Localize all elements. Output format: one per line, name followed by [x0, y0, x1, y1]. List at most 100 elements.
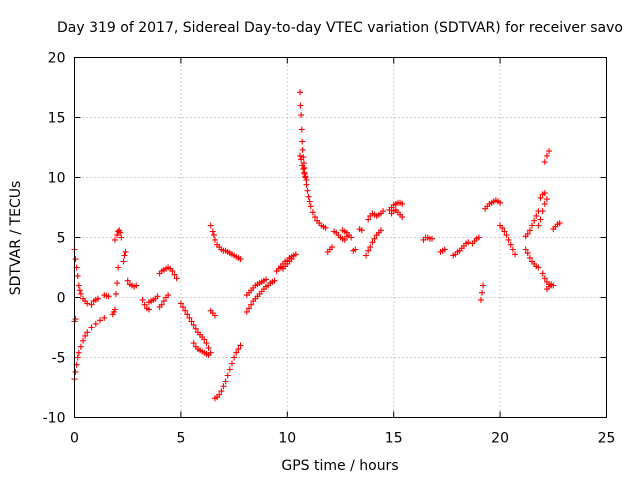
data-point-marker	[228, 360, 235, 367]
data-point-marker	[84, 329, 91, 336]
data-point-marker	[188, 318, 195, 325]
data-point-marker	[322, 224, 329, 231]
data-segment-19	[243, 277, 278, 315]
data-point-marker	[541, 275, 548, 282]
data-point-marker	[311, 214, 318, 221]
data-segment-25	[324, 244, 335, 255]
data-point-marker	[118, 234, 125, 241]
data-point-marker	[300, 166, 307, 173]
data-point-marker	[226, 366, 233, 373]
data-segment-37	[469, 234, 482, 247]
data-point-marker	[237, 342, 244, 349]
data-point-marker	[105, 293, 112, 300]
data-segment-42	[522, 246, 542, 271]
data-point-marker	[115, 264, 122, 271]
data-point-marker	[297, 102, 304, 109]
data-point-marker	[218, 388, 225, 395]
data-point-marker	[348, 234, 355, 241]
data-point-marker	[541, 190, 548, 197]
data-point-marker	[182, 307, 189, 314]
data-point-marker	[80, 337, 87, 344]
data-point-marker	[169, 268, 176, 275]
data-point-marker	[111, 306, 118, 313]
data-point-marker	[74, 354, 81, 361]
data-point-marker	[298, 126, 305, 133]
data-point-marker	[160, 298, 167, 305]
data-point-marker	[72, 256, 79, 263]
data-point-marker	[75, 282, 82, 289]
data-point-marker	[117, 229, 124, 236]
data-point-marker	[509, 246, 516, 253]
data-segment-18	[211, 342, 244, 402]
data-point-marker	[216, 391, 223, 398]
data-point-marker	[301, 169, 308, 176]
data-point-marker	[298, 156, 305, 163]
data-point-marker	[207, 222, 214, 229]
chart-title: Day 319 of 2017, Sidereal Day-to-day VTE…	[57, 20, 623, 36]
data-point-marker	[171, 271, 178, 278]
data-point-marker	[309, 209, 316, 216]
data-point-marker	[112, 290, 119, 297]
data-point-marker	[539, 208, 546, 215]
data-segment-8	[120, 248, 129, 265]
data-point-marker	[94, 295, 101, 302]
data-segment-40	[497, 222, 518, 258]
data-point-marker	[209, 228, 216, 235]
data-point-marker	[111, 236, 118, 243]
data-point-marker	[526, 227, 533, 234]
data-point-marker	[288, 256, 295, 263]
data-point-marker	[245, 305, 252, 312]
data-point-marker	[477, 296, 484, 303]
data-segment-30	[363, 227, 384, 259]
data-point-marker	[541, 158, 548, 165]
data-segment-27	[339, 227, 355, 241]
data-point-marker	[479, 289, 486, 296]
data-point-marker	[480, 282, 487, 289]
data-point-marker	[165, 292, 172, 299]
data-point-marker	[305, 193, 312, 200]
data-point-marker	[529, 222, 536, 229]
data-segment-20	[243, 276, 270, 299]
data-point-marker	[371, 235, 378, 242]
data-point-marker	[82, 332, 89, 339]
data-point-marker	[399, 200, 406, 207]
data-point-marker	[341, 236, 348, 243]
data-point-marker	[465, 239, 472, 246]
data-point-marker	[233, 349, 240, 356]
data-point-marker	[224, 372, 231, 379]
data-point-marker	[231, 354, 238, 361]
data-point-marker	[367, 244, 374, 251]
data-segment-41	[522, 208, 542, 240]
data-point-marker	[497, 199, 504, 206]
data-point-marker	[74, 272, 81, 279]
x-tick-label: 0	[70, 431, 79, 447]
x-tick-label: 20	[491, 431, 509, 447]
data-point-marker	[101, 314, 108, 321]
y-axis-ticks: -10 -5 0 5 10 15 20	[43, 51, 607, 427]
data-segment-44	[541, 148, 553, 165]
y-tick-label: 10	[48, 171, 66, 187]
data-point-marker	[533, 212, 540, 219]
data-point-marker	[122, 248, 129, 255]
data-point-marker	[184, 311, 191, 318]
y-tick-label: -10	[43, 411, 66, 427]
data-segment-16	[207, 222, 244, 263]
data-point-marker	[297, 89, 304, 96]
data-point-marker	[302, 173, 309, 180]
data-segment-32	[386, 199, 406, 213]
data-segment-2	[71, 316, 79, 325]
y-tick-label: 15	[48, 111, 66, 127]
data-point-marker	[220, 383, 227, 390]
data-point-marker	[121, 252, 128, 259]
data-segment-23	[297, 89, 329, 231]
data-point-marker	[299, 162, 306, 169]
data-point-marker	[173, 275, 180, 282]
data-segment-1	[71, 314, 108, 383]
data-point-marker	[377, 227, 384, 234]
data-point-marker	[328, 244, 335, 251]
x-tick-label: 10	[278, 431, 296, 447]
data-segment-29	[350, 246, 359, 254]
data-segment-21	[273, 251, 299, 275]
data-point-marker	[154, 293, 161, 300]
data-point-marker	[235, 346, 242, 353]
